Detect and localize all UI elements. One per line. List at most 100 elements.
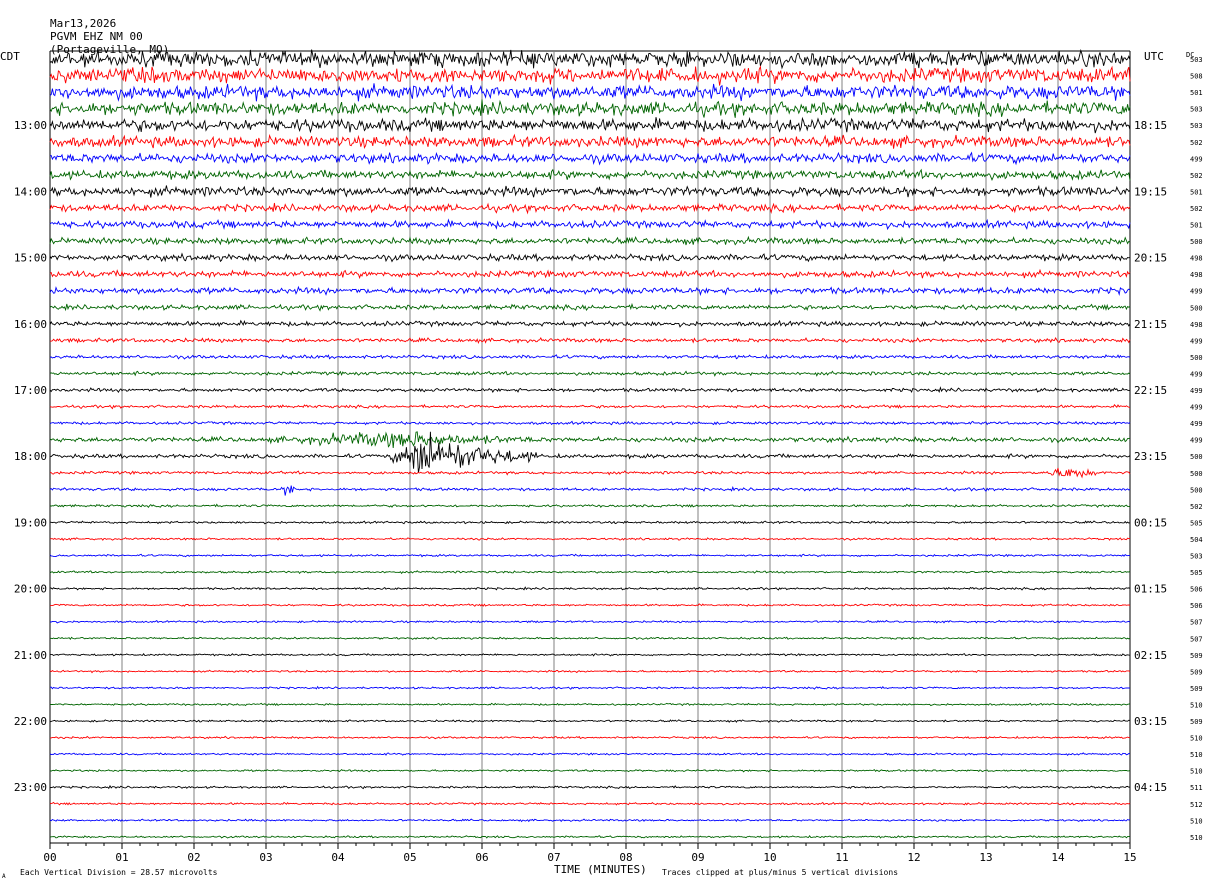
x-tick-label: 05 xyxy=(403,851,416,864)
utc-tick-label: 04:15 xyxy=(1134,781,1167,794)
seismic-trace xyxy=(49,752,1131,757)
seismic-trace xyxy=(49,386,1131,394)
scale-note: Each Vertical Division = 28.57 microvolt… xyxy=(20,868,218,877)
utc-tick-label: 23:15 xyxy=(1134,450,1167,463)
dc-offset-label: 498 xyxy=(1190,321,1203,329)
utc-tick-label: 18:15 xyxy=(1134,119,1167,132)
seismic-trace xyxy=(49,719,1131,723)
seismic-trace xyxy=(49,202,1131,215)
seismic-trace xyxy=(49,218,1131,231)
seismic-trace xyxy=(49,570,1131,575)
dc-offset-label: 498 xyxy=(1190,255,1203,263)
seismic-trace xyxy=(49,669,1131,674)
dc-offset-label: 499 xyxy=(1190,337,1203,345)
dc-offset-label: 503 xyxy=(1190,106,1203,114)
dc-offset-label: 501 xyxy=(1190,222,1203,230)
seismic-trace xyxy=(49,818,1131,823)
x-tick-label: 07 xyxy=(547,851,560,864)
dc-offset-label: 505 xyxy=(1190,519,1203,527)
seismic-trace xyxy=(49,485,1131,496)
utc-tick-label: 22:15 xyxy=(1134,384,1167,397)
seismic-trace xyxy=(49,116,1131,134)
seismic-trace xyxy=(49,133,1131,150)
seismic-trace xyxy=(49,520,1131,525)
x-tick-label: 08 xyxy=(619,851,632,864)
seismic-trace xyxy=(49,586,1131,591)
x-tick-label: 04 xyxy=(331,851,345,864)
seismic-trace xyxy=(49,653,1131,657)
x-tick-label: 06 xyxy=(475,851,488,864)
dc-offset-label: 499 xyxy=(1190,288,1203,296)
x-tick-label: 11 xyxy=(835,851,848,864)
dc-offset-label: 500 xyxy=(1190,453,1203,461)
seismic-trace xyxy=(49,302,1131,312)
dc-offset-label: 499 xyxy=(1190,404,1203,412)
seismic-trace xyxy=(49,99,1131,118)
seismic-trace xyxy=(49,431,1131,449)
utc-tick-label: 02:15 xyxy=(1134,649,1167,662)
dc-offset-label: 510 xyxy=(1190,701,1203,709)
dc-offset-label: 509 xyxy=(1190,685,1203,693)
seismic-trace xyxy=(49,835,1130,839)
dc-offset-label: 512 xyxy=(1190,801,1203,809)
dc-offset-label: 505 xyxy=(1190,569,1203,577)
seismic-trace xyxy=(49,420,1131,426)
cdt-tick-label: 13:00 xyxy=(14,119,47,132)
seismic-trace xyxy=(49,403,1131,410)
location-label: (Portageville, MO) xyxy=(50,43,170,56)
seismic-trace xyxy=(49,685,1131,690)
cdt-tick-label: 18:00 xyxy=(14,450,47,463)
seismic-trace xyxy=(49,370,1131,377)
utc-axis-label: UTC xyxy=(1144,50,1164,63)
dc-offset-label: 506 xyxy=(1190,602,1203,610)
x-tick-label: 12 xyxy=(907,851,920,864)
cdt-tick-label: 16:00 xyxy=(14,318,47,331)
dc-offset-label: 500 xyxy=(1190,470,1203,478)
seismic-trace xyxy=(49,83,1131,102)
time-ticks: 00 01 02 03 04 05 06 07 08 09 10 11 12 13 14 15 13:00 14:… xyxy=(14,56,1203,864)
x-tick-label: 03 xyxy=(259,851,272,864)
x-tick-label: 15 xyxy=(1123,851,1136,864)
utc-tick-label: 20:15 xyxy=(1134,252,1167,265)
dc-offset-label: 510 xyxy=(1190,751,1203,759)
seismic-trace xyxy=(49,268,1131,280)
dc-offset-label: 501 xyxy=(1190,188,1203,196)
dc-offset-label: 500 xyxy=(1190,486,1203,494)
dc-offset-label: 510 xyxy=(1190,817,1203,825)
dc-offset-label: 508 xyxy=(1190,73,1203,81)
seismic-trace xyxy=(49,168,1131,181)
dc-label: DC xyxy=(1186,51,1194,59)
seismic-trace xyxy=(49,353,1131,360)
dc-offset-label: 507 xyxy=(1190,635,1203,643)
dc-offset-label: 500 xyxy=(1190,354,1203,362)
seismic-trace xyxy=(49,252,1131,263)
dc-offset-label: 499 xyxy=(1190,370,1203,378)
x-tick-label: 10 xyxy=(763,851,776,864)
cdt-tick-label: 14:00 xyxy=(14,185,47,198)
dc-offset-label: 502 xyxy=(1190,172,1203,180)
seismic-trace xyxy=(49,769,1131,773)
dc-offset-label: 510 xyxy=(1190,768,1203,776)
seismic-trace xyxy=(49,603,1131,608)
dc-offset-label: 498 xyxy=(1190,271,1203,279)
dc-offset-label: 501 xyxy=(1190,89,1203,97)
seismic-trace xyxy=(49,503,1131,509)
seismic-trace xyxy=(49,702,1131,707)
seismic-trace xyxy=(49,467,1131,479)
x-tick-label: 09 xyxy=(691,851,704,864)
x-tick-label: 13 xyxy=(979,851,992,864)
dc-offset-label: 500 xyxy=(1190,238,1203,246)
seismic-trace xyxy=(49,336,1131,345)
seismic-trace xyxy=(49,537,1131,541)
seismic-trace xyxy=(49,784,1131,790)
seismic-trace xyxy=(49,319,1131,328)
dc-offset-label: 509 xyxy=(1190,718,1203,726)
dc-offset-label: 507 xyxy=(1190,619,1203,627)
dc-offset-label: 500 xyxy=(1190,304,1203,312)
x-tick-label: 00 xyxy=(43,851,56,864)
utc-tick-label: 19:15 xyxy=(1134,185,1167,198)
dc-offset-label: 504 xyxy=(1190,536,1203,544)
cdt-tick-label: 17:00 xyxy=(14,384,47,397)
seismic-trace xyxy=(50,636,1131,641)
